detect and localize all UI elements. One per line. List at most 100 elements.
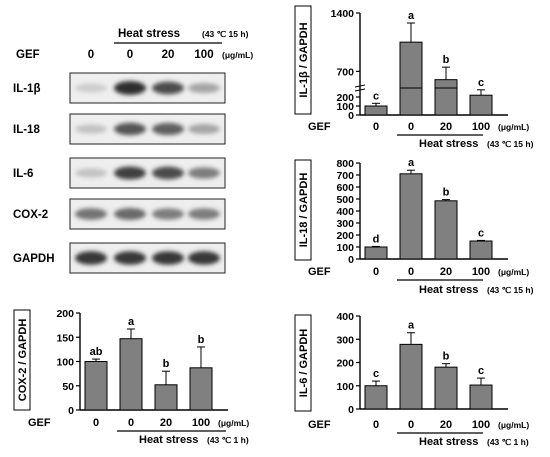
x-tick-label: 0 bbox=[408, 419, 414, 431]
blot-row-label: GEF bbox=[16, 49, 40, 61]
bar bbox=[189, 367, 213, 411]
y-tick-label: 50 bbox=[62, 381, 74, 393]
x-tick-label: 100 bbox=[192, 417, 210, 429]
significance-letter: d bbox=[373, 233, 380, 245]
y-tick-label: 200 bbox=[336, 230, 354, 242]
significance-letter: a bbox=[128, 316, 135, 328]
blot-dose-0: 0 bbox=[88, 49, 94, 61]
blot-band-0-1 bbox=[114, 81, 146, 95]
blot-band-1-3 bbox=[188, 123, 220, 135]
x-tick-label: 0 bbox=[408, 121, 414, 133]
x-tick-label: 100 bbox=[472, 419, 490, 431]
group-label: GEF bbox=[308, 121, 331, 133]
blot-band-1-2 bbox=[152, 122, 184, 136]
treatment-label: Heat stress bbox=[139, 434, 198, 446]
x-tick-label: 100 bbox=[472, 121, 490, 133]
y-tick-label: 300 bbox=[336, 218, 354, 230]
unit-label: (μg/mL) bbox=[498, 420, 529, 430]
y-tick-label: 150 bbox=[56, 332, 74, 344]
x-tick-label: 20 bbox=[440, 121, 452, 133]
blot-band-4-1 bbox=[114, 251, 146, 265]
blot-band-1-1 bbox=[114, 122, 146, 136]
significance-letter: a bbox=[408, 10, 415, 22]
blot-band-4-2 bbox=[152, 251, 184, 265]
x-tick-label: 0 bbox=[373, 121, 379, 133]
blot-band-2-2 bbox=[152, 166, 184, 180]
bar bbox=[434, 87, 458, 116]
bar bbox=[399, 173, 423, 260]
y-axis-label: COX-2 / GAPDH bbox=[17, 319, 29, 402]
axis-break-mark bbox=[354, 84, 366, 88]
blot-band-1-0 bbox=[75, 124, 107, 134]
bar bbox=[399, 343, 423, 410]
group-label: GEF bbox=[308, 266, 331, 278]
y-tick-label: 100 bbox=[56, 357, 74, 369]
treatment-label: Heat stress bbox=[419, 436, 478, 448]
y-tick-label: 0 bbox=[348, 404, 354, 416]
y-tick-label: 400 bbox=[336, 206, 354, 218]
y-tick-label: 0 bbox=[348, 110, 354, 122]
significance-letter: c bbox=[478, 77, 484, 89]
x-tick-label: 20 bbox=[440, 266, 452, 278]
bar bbox=[154, 384, 178, 411]
y-tick-label: 1400 bbox=[331, 8, 355, 20]
blot-band-3-2 bbox=[152, 208, 184, 220]
blot-band-2-0 bbox=[75, 168, 107, 178]
unit-label: (μg/mL) bbox=[498, 122, 529, 132]
treatment-condition: (43 ℃ 15 h) bbox=[487, 285, 534, 295]
blot-band-label-1: IL-18 bbox=[13, 124, 40, 136]
y-axis-label: IL-6 / GAPDH bbox=[298, 329, 310, 398]
chart-cox2: COX-2 / GAPDH 0 50 100 150 200 ab 0 a 0 b 20 b 100 GEF… bbox=[13, 308, 249, 446]
y-axis-label-box bbox=[13, 309, 31, 411]
blot-band-label-0: IL-1β bbox=[13, 83, 40, 95]
blot-band-2-3 bbox=[188, 167, 220, 179]
significance-letter: c bbox=[478, 227, 484, 239]
group-label: GEF bbox=[308, 419, 331, 431]
bar bbox=[119, 338, 143, 411]
bar bbox=[469, 384, 493, 410]
bar bbox=[469, 240, 493, 260]
significance-letter: b bbox=[443, 187, 450, 199]
significance-letter: b bbox=[198, 334, 205, 346]
axis-break-mark bbox=[354, 88, 366, 92]
y-axis-label: IL-1β / GAPDH bbox=[298, 22, 310, 97]
bar bbox=[469, 94, 493, 116]
significance-letter: c bbox=[373, 90, 379, 102]
blot-band-label-3: COX-2 bbox=[13, 209, 48, 221]
blot-band-4-0 bbox=[75, 251, 107, 265]
significance-letter: b bbox=[443, 351, 450, 363]
blot-band-label-2: IL-6 bbox=[13, 168, 33, 180]
blot-band-4-3 bbox=[188, 251, 220, 265]
y-tick-label: 400 bbox=[336, 311, 354, 323]
bar bbox=[399, 41, 423, 89]
x-tick-label: 20 bbox=[160, 417, 172, 429]
y-tick-label: 0 bbox=[348, 254, 354, 266]
blot-band-0-2 bbox=[152, 81, 184, 95]
treatment-label: Heat stress bbox=[419, 284, 478, 296]
treatment-condition: (43 ℃ 15 h) bbox=[487, 139, 534, 149]
y-tick-label: 200 bbox=[336, 92, 354, 104]
x-tick-label: 0 bbox=[128, 417, 134, 429]
group-label: GEF bbox=[28, 417, 51, 429]
y-tick-label: 700 bbox=[336, 66, 354, 78]
treatment-label: Heat stress bbox=[419, 138, 478, 150]
blot-band-3-3 bbox=[188, 208, 220, 220]
y-tick-label: 500 bbox=[336, 194, 354, 206]
x-tick-label: 20 bbox=[440, 419, 452, 431]
y-axis-label-box bbox=[294, 159, 312, 261]
significance-letter: c bbox=[373, 368, 379, 380]
treatment-condition: (43 ℃ 1 h) bbox=[487, 437, 529, 447]
x-tick-label: 0 bbox=[408, 266, 414, 278]
western-blot: IL-1β IL-18 IL-6 COX-2 GAPDH bbox=[13, 72, 226, 274]
blot-treatment-condition: (43 ℃ 15 h) bbox=[202, 29, 249, 39]
y-axis-label-box bbox=[294, 314, 312, 412]
y-tick-label: 100 bbox=[336, 242, 354, 254]
chart-il1b: IL-1β / GAPDH01002007001400c0a0b20c100GE… bbox=[294, 5, 534, 150]
bar bbox=[364, 246, 388, 260]
blot-dose-2: 20 bbox=[162, 49, 175, 61]
treatment-condition: (43 ℃ 1 h) bbox=[207, 435, 249, 445]
blot-dose-3: 100 bbox=[194, 49, 213, 61]
x-tick-label: 0 bbox=[373, 266, 379, 278]
blot-band-3-1 bbox=[114, 208, 146, 220]
